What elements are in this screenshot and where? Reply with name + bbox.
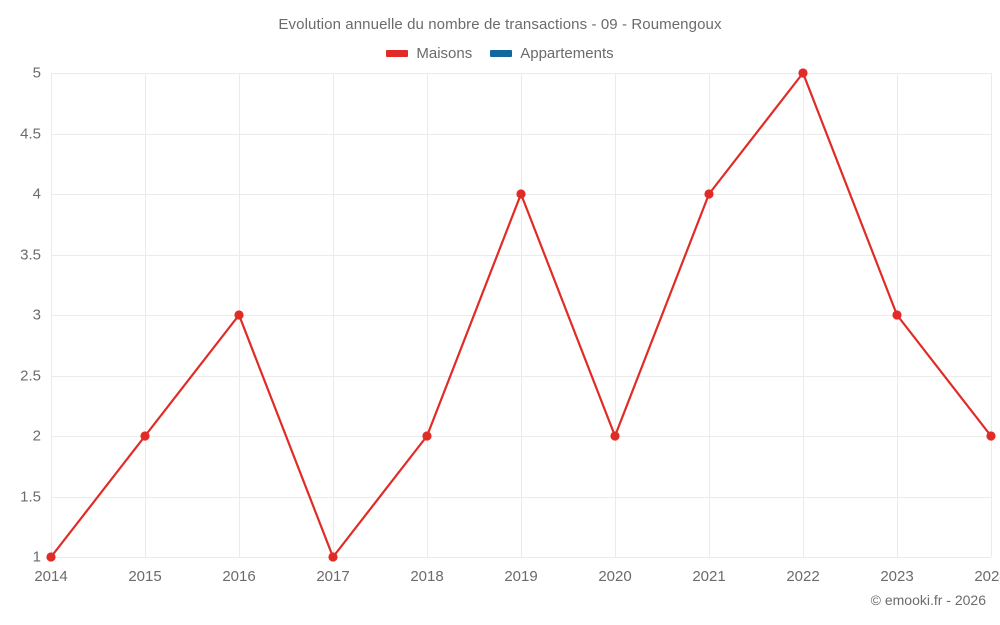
- y-tick-label: 4: [32, 185, 41, 203]
- legend-label-maisons: Maisons: [416, 45, 473, 62]
- y-tick-label: 3.5: [20, 246, 41, 263]
- y-axis: 1 1.5 2 2.5 3 3.5 4 4.5 5: [0, 65, 1000, 566]
- x-axis: 2014 2015 2016 2017 2018 2019 2020 2021 2022 2023…: [0, 568, 1000, 590]
- y-tick-label: 1: [32, 548, 41, 566]
- legend-label-appartements: Appartements: [520, 45, 614, 62]
- y-tick-label: 4.5: [20, 125, 41, 142]
- x-tick-label: 2022: [786, 568, 820, 585]
- line-swatch-icon: [386, 50, 409, 57]
- x-tick-label: 2015: [128, 568, 162, 585]
- x-tick-label: 2018: [410, 568, 444, 585]
- x-tick-label: 2023: [880, 568, 914, 585]
- x-tick-label: 2017: [316, 568, 350, 585]
- x-tick-label: 2021: [692, 568, 726, 585]
- x-tick-label: 2016: [222, 568, 256, 585]
- chart-legend: Maisons Appartements: [0, 45, 1000, 62]
- gridline-horizontal: [51, 557, 991, 558]
- y-tick-label: 3: [32, 306, 41, 324]
- x-tick-label: 2019: [504, 568, 538, 585]
- y-tick-label: 1.5: [20, 488, 41, 505]
- y-tick-label: 2.5: [20, 367, 41, 384]
- legend-item-appartements[interactable]: Appartements: [490, 45, 614, 62]
- line-swatch-icon: [490, 50, 513, 57]
- y-tick-label: 2: [32, 427, 41, 445]
- x-tick-label: 2020: [598, 568, 632, 585]
- chart-title: Evolution annuelle du nombre de transact…: [278, 16, 722, 33]
- x-tick-label: 2014: [34, 568, 68, 585]
- footer-credit: © emooki.fr - 2026: [870, 592, 986, 608]
- x-tick-label: 2024: [974, 568, 1000, 585]
- y-tick-label: 5: [32, 64, 41, 82]
- legend-item-maisons[interactable]: Maisons: [386, 45, 472, 62]
